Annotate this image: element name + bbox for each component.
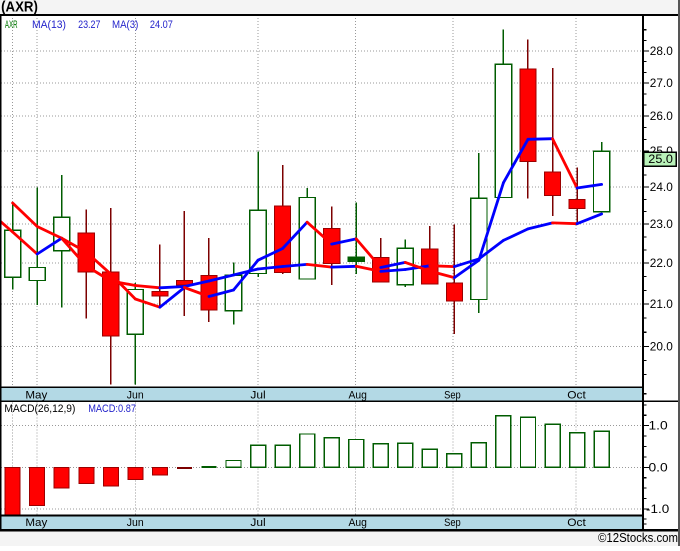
svg-text:1.0: 1.0 — [649, 421, 668, 433]
svg-text:MA(13): MA(13) — [32, 19, 66, 31]
svg-text:May: May — [25, 389, 47, 401]
svg-text:Oct: Oct — [567, 389, 586, 401]
svg-text:Oct: Oct — [567, 517, 586, 529]
svg-text:22.0: 22.0 — [650, 258, 673, 270]
svg-text:24.07: 24.07 — [150, 19, 173, 31]
svg-text:Jun: Jun — [127, 389, 144, 401]
svg-text:Jul: Jul — [250, 389, 265, 401]
svg-text:26.0: 26.0 — [650, 111, 673, 123]
svg-text:0.0: 0.0 — [649, 462, 668, 474]
svg-text:Aug: Aug — [349, 517, 367, 529]
svg-text:AXR: AXR — [5, 19, 18, 31]
svg-text:23.27: 23.27 — [78, 19, 100, 31]
svg-text:(AXR): (AXR) — [1, 0, 38, 16]
svg-text:MACD(26,12,9): MACD(26,12,9) — [4, 403, 75, 415]
svg-text:May: May — [25, 517, 47, 529]
svg-text:27.0: 27.0 — [650, 78, 673, 90]
svg-text:Sep: Sep — [444, 517, 461, 529]
svg-text:23.0: 23.0 — [650, 219, 673, 231]
svg-text:25.0: 25.0 — [648, 154, 673, 166]
svg-text:Aug: Aug — [349, 389, 367, 401]
svg-text:Jul: Jul — [250, 517, 265, 529]
svg-text:MACD:0.87: MACD:0.87 — [88, 403, 136, 415]
svg-text:©12Stocks.com: ©12Stocks.com — [598, 530, 678, 545]
svg-text:20.0: 20.0 — [650, 341, 673, 353]
svg-text:-1.0: -1.0 — [646, 504, 669, 516]
svg-text:24.0: 24.0 — [650, 182, 673, 194]
svg-text:28.0: 28.0 — [650, 46, 673, 58]
svg-text:Sep: Sep — [444, 389, 461, 401]
svg-text:MA(3): MA(3) — [112, 19, 138, 31]
svg-text:Jun: Jun — [127, 517, 144, 529]
svg-text:21.0: 21.0 — [650, 299, 673, 311]
